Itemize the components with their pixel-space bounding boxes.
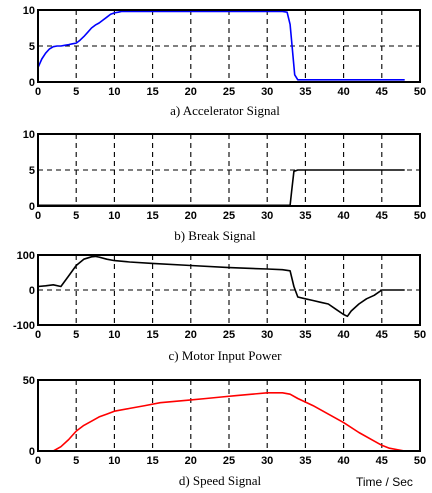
x-tick-label: 45 [376, 210, 388, 222]
series-line [38, 391, 409, 452]
chart-panel-4: 0 5 10 15 20 25 30 35 40 45 50 0 50 d) Speed Signal [23, 375, 426, 488]
x-tick-label: 0 [35, 210, 41, 222]
x-tick-label: 50 [414, 455, 426, 467]
plot-frame [37, 9, 421, 83]
x-tick-label: 30 [261, 455, 273, 467]
plot-frame [37, 379, 421, 452]
x-tick-label: 10 [108, 329, 120, 341]
plot-frame [37, 254, 421, 326]
x-tick-label: 20 [185, 86, 197, 98]
x-tick-label: 35 [299, 86, 311, 98]
y-tick-label: 0 [29, 446, 35, 458]
y-tick-label: 10 [23, 5, 35, 17]
x-tick-label: 25 [223, 455, 235, 467]
x-tick-label: 45 [376, 86, 388, 98]
x-tick-label: 15 [146, 455, 158, 467]
x-tick-label: 35 [299, 455, 311, 467]
x-tick-label: 25 [223, 329, 235, 341]
x-tick-label: 15 [146, 329, 158, 341]
y-tick-label: 100 [17, 250, 35, 262]
x-tick-label: 0 [35, 86, 41, 98]
y-tick-label: 0 [29, 201, 35, 213]
x-tick-label: 40 [337, 210, 349, 222]
panel-caption: b) Break Signal [174, 228, 256, 243]
x-tick-label: 40 [337, 329, 349, 341]
plot-frame [37, 133, 421, 207]
panel-caption: d) Speed Signal [179, 473, 262, 488]
x-tick-label: 5 [73, 86, 79, 98]
x-tick-label: 50 [414, 329, 426, 341]
x-tick-label: 0 [35, 455, 41, 467]
x-tick-label: 0 [35, 329, 41, 341]
panel-caption: c) Motor Input Power [168, 348, 282, 363]
y-tick-label: 5 [29, 165, 35, 177]
x-tick-label: 30 [261, 210, 273, 222]
y-tick-label: 10 [23, 129, 35, 141]
x-tick-label: 25 [223, 210, 235, 222]
x-tick-label: 40 [337, 86, 349, 98]
y-tick-label: -100 [13, 320, 35, 332]
y-tick-label: 0 [29, 285, 35, 297]
x-tick-label: 15 [146, 210, 158, 222]
x-tick-label: 30 [261, 86, 273, 98]
chart-panel-1: 0 5 10 15 20 25 30 35 40 45 50 0 5 10 a) Accelerator S… [23, 5, 426, 118]
panel-caption: a) Accelerator Signal [170, 103, 280, 118]
x-tick-label: 10 [108, 455, 120, 467]
x-tick-label: 40 [337, 455, 349, 467]
x-tick-label: 50 [414, 86, 426, 98]
time-axis-note: Time / Sec [356, 475, 413, 489]
x-tick-label: 10 [108, 210, 120, 222]
x-tick-label: 35 [299, 210, 311, 222]
x-tick-label: 20 [185, 455, 197, 467]
x-tick-label: 50 [414, 210, 426, 222]
x-tick-label: 5 [73, 329, 79, 341]
x-tick-label: 15 [146, 86, 158, 98]
series-line [37, 255, 405, 318]
x-tick-label: 45 [376, 455, 388, 467]
series-line [38, 169, 405, 207]
x-tick-label: 30 [261, 329, 273, 341]
x-tick-label: 5 [73, 210, 79, 222]
chart-panel-2: 0 5 10 15 20 25 30 35 40 45 50 0 5 10 b) Break Signal [23, 129, 426, 243]
x-tick-label: 20 [185, 210, 197, 222]
series-line [37, 10, 405, 81]
x-tick-label: 35 [299, 329, 311, 341]
y-tick-label: 50 [23, 375, 35, 387]
x-tick-label: 45 [376, 329, 388, 341]
x-tick-label: 5 [73, 455, 79, 467]
x-tick-label: 25 [223, 86, 235, 98]
y-tick-label: 5 [29, 41, 35, 53]
x-tick-label: 10 [108, 86, 120, 98]
x-tick-label: 20 [185, 329, 197, 341]
y-tick-label: 0 [29, 77, 35, 89]
